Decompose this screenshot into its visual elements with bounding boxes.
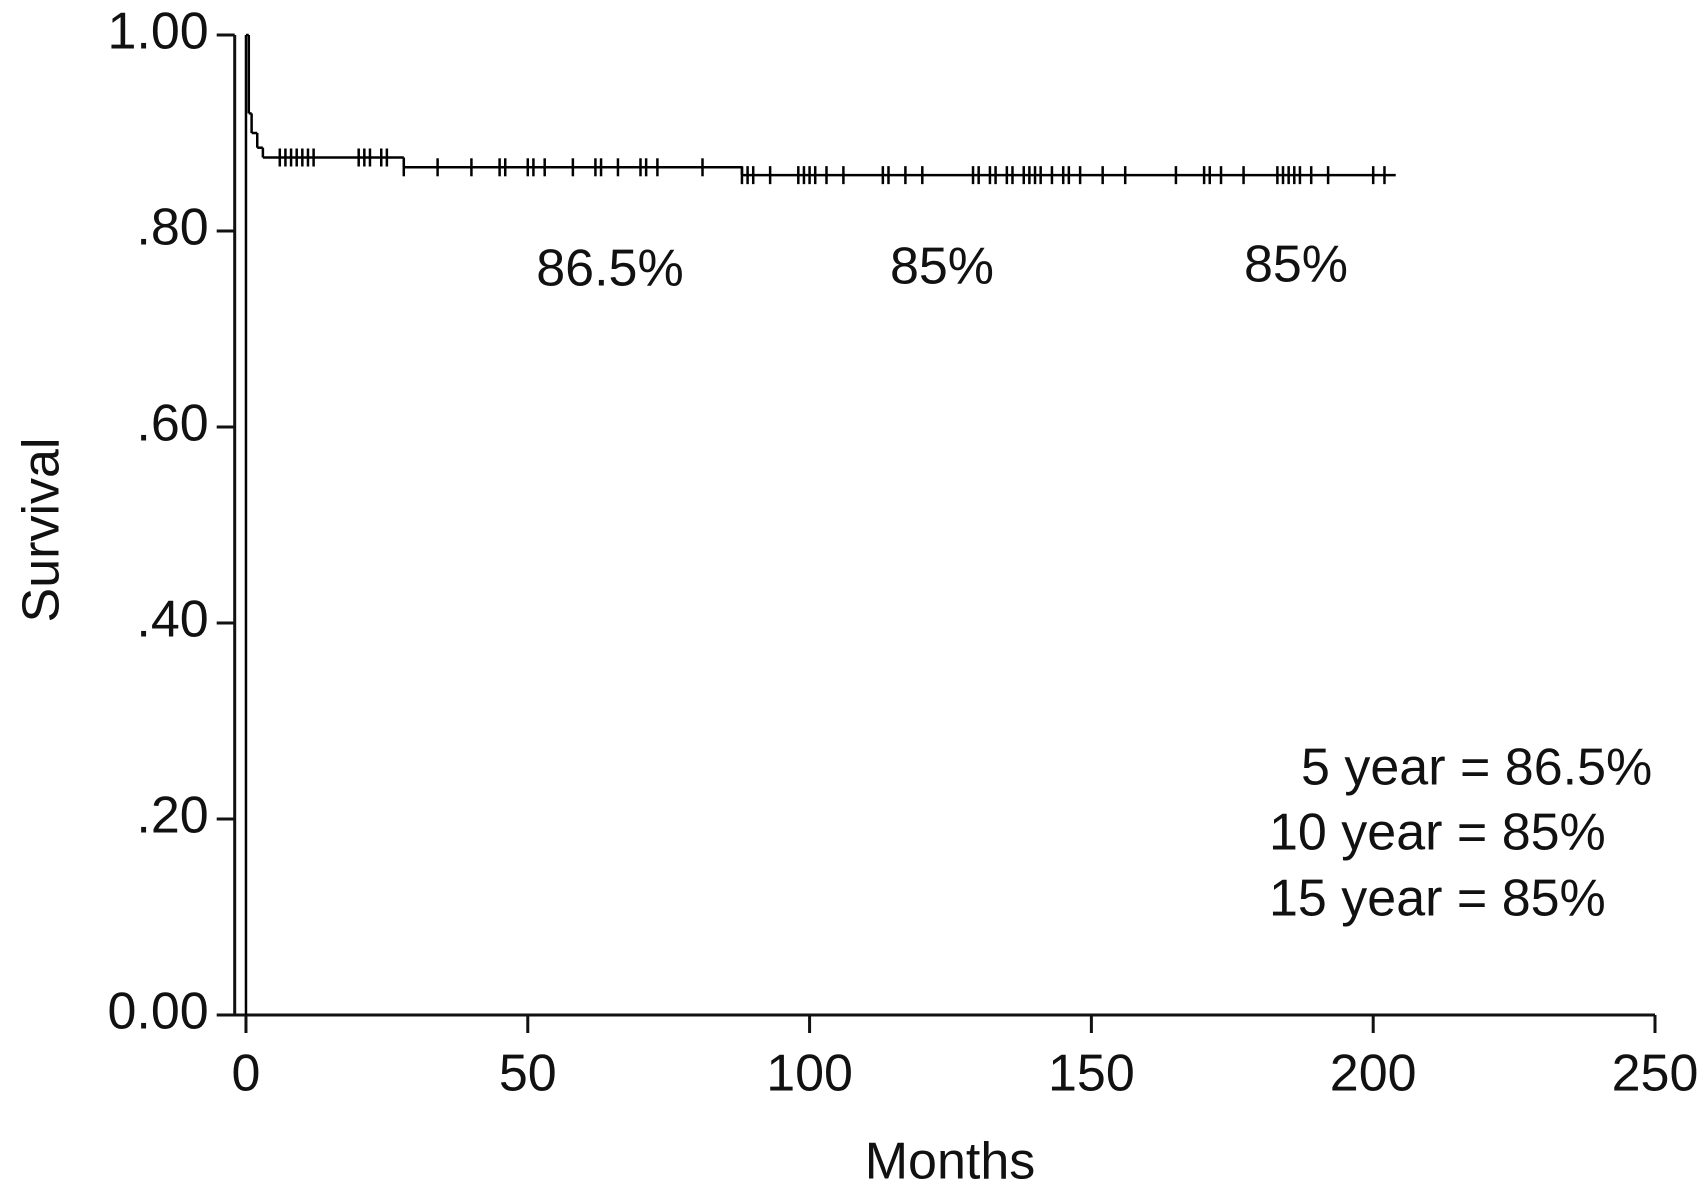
x-tick-label: 250 (1612, 1045, 1699, 1103)
summary-line: 15 year = 85% (1269, 870, 1606, 928)
x-tick-label: 50 (499, 1045, 557, 1103)
y-axis-title: Survival (13, 438, 71, 623)
y-tick-label: .80 (136, 199, 208, 257)
y-tick-label: .20 (136, 787, 208, 845)
y-tick-label: .60 (136, 395, 208, 453)
y-tick-label: 0.00 (107, 983, 208, 1041)
x-tick-label: 100 (766, 1045, 853, 1103)
annotation: 85% (890, 238, 994, 296)
y-tick-label: 1.00 (107, 3, 208, 61)
y-tick-label: .40 (136, 591, 208, 649)
x-axis-title: Months (865, 1133, 1036, 1191)
annotation: 85% (1244, 236, 1348, 294)
x-tick-label: 200 (1330, 1045, 1417, 1103)
annotation: 86.5% (536, 240, 683, 298)
summary-line: 10 year = 85% (1269, 804, 1606, 862)
summary-line: 5 year = 86.5% (1301, 739, 1652, 797)
x-tick-label: 0 (232, 1045, 261, 1103)
x-tick-label: 150 (1048, 1045, 1135, 1103)
